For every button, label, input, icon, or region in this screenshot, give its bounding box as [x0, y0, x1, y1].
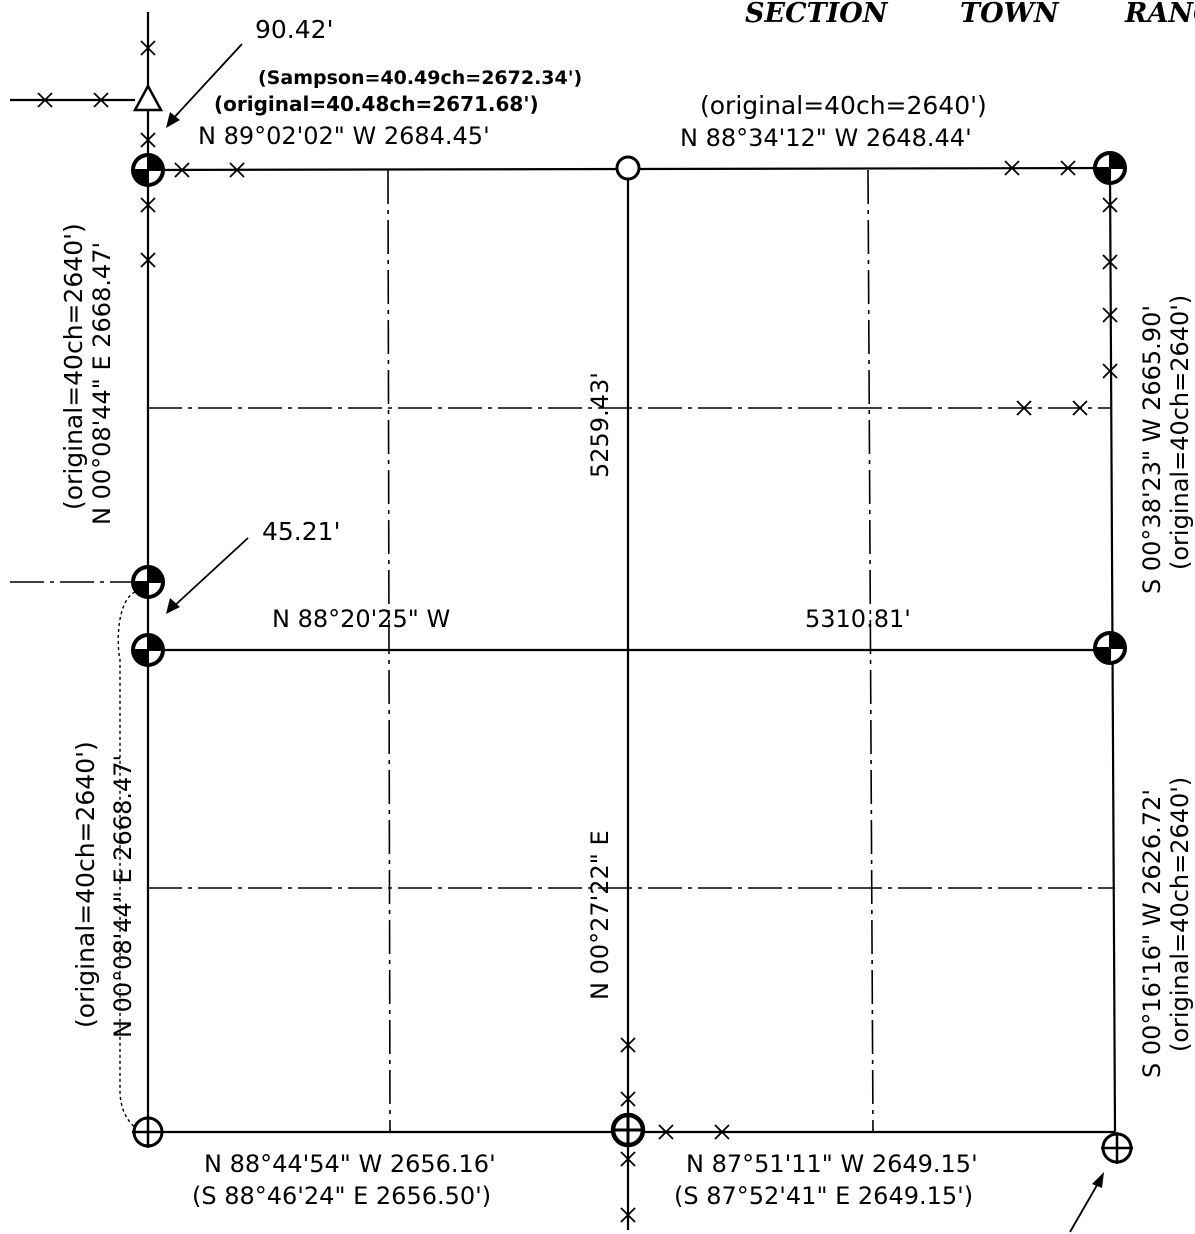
east-upper-bearing: S 00°38'23" W 2665.90' — [1138, 305, 1166, 594]
midline-distance: 5310.81' — [805, 605, 911, 633]
header-range: RANG — [1124, 0, 1195, 29]
leader-arrows — [117, 43, 1104, 1233]
header-section: SECTION — [745, 0, 889, 29]
north-right-bearing: N 88°34'12" W 2648.44' — [680, 124, 972, 152]
monument-sw — [132, 1116, 164, 1148]
section-boundary — [146, 166, 1117, 1134]
south-right-record: (S 87°52'41" E 2649.15') — [674, 1182, 973, 1210]
arrowhead-se — [1092, 1172, 1104, 1188]
qq-line-east — [867, 169, 874, 1133]
w-offset-label: 45.21' — [262, 517, 340, 546]
south-right-bearing: N 87°51'11" W 2649.15' — [686, 1150, 978, 1178]
arrowhead-w — [166, 598, 180, 614]
monument-w-lower — [131, 633, 165, 667]
center-north-distance: 5259.43' — [586, 372, 614, 478]
center-south-bearing: N 00°27'22" E — [586, 830, 614, 1000]
monument-e-quarter — [1093, 631, 1127, 665]
header-town: TOWN — [960, 0, 1060, 29]
north-right-original: (original=40ch=2640') — [700, 91, 987, 120]
east-lower-bearing: S 00°16'16" W 2626.72' — [1138, 789, 1166, 1078]
extension-lines — [10, 12, 630, 1230]
monument-ne — [1093, 151, 1127, 185]
quarter-quarter-lines — [148, 169, 1115, 1133]
east-lower-original: (original=40ch=2640') — [1166, 777, 1194, 1052]
west-lower-original: (original=40ch=2640') — [71, 741, 100, 1028]
leader-w-offset — [171, 537, 249, 609]
dashed-connector — [117, 591, 137, 1129]
north-left-bearing: N 89°02'02" W 2684.45' — [198, 122, 490, 150]
south-left-record: (S 88°46'24" E 2656.50') — [192, 1182, 491, 1210]
west-upper-bearing: N 00°08'44" E 2668.47' — [88, 242, 116, 525]
monument-n-quarter — [615, 155, 641, 181]
midline-bearing: N 88°20'25" W — [272, 605, 450, 633]
nw-offset-label: 90.42' — [255, 15, 333, 44]
south-left-bearing: N 88°44'54" W 2656.16' — [204, 1150, 496, 1178]
leader-se — [1069, 1179, 1101, 1233]
monument-s-quarter — [610, 1112, 646, 1148]
west-upper-original: (original=40ch=2640') — [59, 223, 88, 510]
fence-marks — [37, 40, 1118, 1223]
monument-se — [1101, 1132, 1133, 1164]
west-lower-bearing: N 00°08'44" E 2668.47' — [109, 755, 137, 1038]
arrowhead-nw — [166, 112, 180, 128]
leader-nw-offset — [169, 43, 243, 123]
east-upper-original: (original=40ch=2640') — [1166, 295, 1194, 570]
monument-w-upper — [131, 565, 165, 599]
monument-nw-offset — [132, 83, 164, 112]
north-left-original: (original=40.48ch=2671.68') — [214, 92, 539, 116]
monument-nw — [131, 153, 165, 187]
sampson-note: (Sampson=40.49ch=2672.34') — [258, 67, 582, 89]
qq-line-west — [387, 169, 391, 1133]
